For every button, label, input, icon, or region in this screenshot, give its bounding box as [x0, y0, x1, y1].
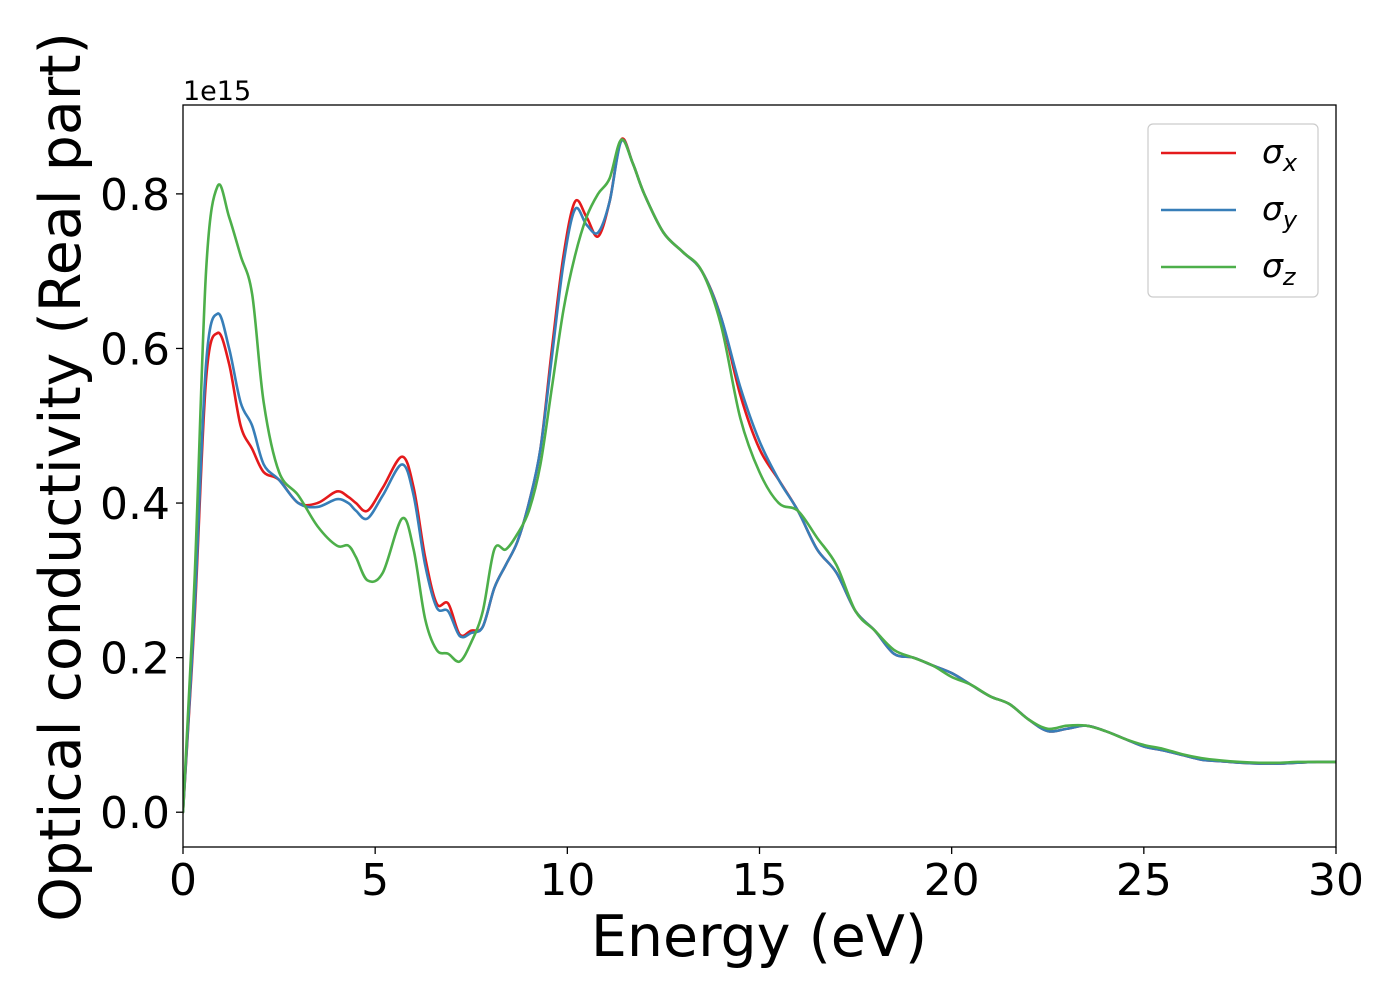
- legend-subscript-y: y: [1282, 206, 1298, 234]
- series-line-z: [183, 138, 1336, 814]
- x-tick-label: 30: [1308, 855, 1364, 906]
- y-axis-label: Optical conductivity (Real part): [28, 32, 94, 922]
- legend-subscript-x: x: [1282, 149, 1298, 177]
- y-tick-label: 0.0: [100, 788, 170, 839]
- series-group: [183, 137, 1336, 814]
- legend-label-x: σx: [1262, 132, 1298, 177]
- y-tick-label: 0.4: [100, 479, 170, 530]
- x-tick-label: 10: [539, 855, 595, 906]
- legend-subscript-z: z: [1282, 263, 1297, 291]
- x-tick-label: 15: [732, 855, 788, 906]
- y-tick-label: 0.8: [100, 170, 170, 221]
- legend-label-y: σy: [1262, 189, 1298, 234]
- axis-ticks: 0 5 10 15 20 25 30 0.0 0.2 0.4 0.6 0.8: [100, 170, 1364, 906]
- x-tick-label: 0: [169, 855, 197, 906]
- x-tick-label: 25: [1116, 855, 1172, 906]
- y-offset-label: 1e15: [183, 76, 251, 107]
- y-tick-label: 0.6: [100, 324, 170, 375]
- x-tick-label: 20: [924, 855, 980, 906]
- plot-area: [182, 104, 1337, 848]
- x-tick-label: 5: [361, 855, 389, 906]
- y-tick-label: 0.2: [100, 634, 170, 685]
- x-axis-label: Energy (eV): [591, 904, 927, 970]
